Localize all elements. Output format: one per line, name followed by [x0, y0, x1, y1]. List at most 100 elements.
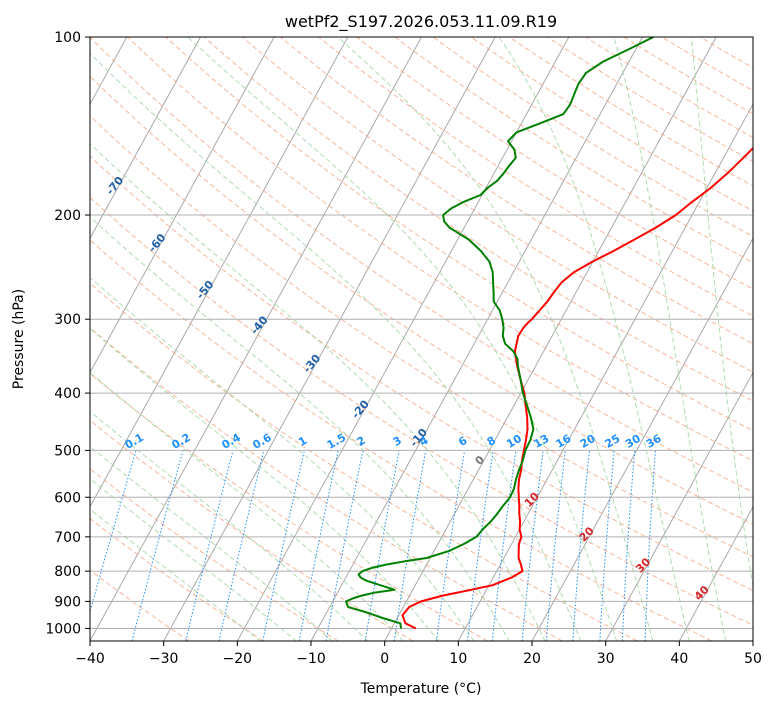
- isotherm-label: -80: [51, 135, 74, 159]
- mixing-ratio-line: [644, 450, 656, 641]
- mixing-ratio-line: [298, 450, 339, 641]
- mixing-ratio-line: [467, 450, 494, 641]
- moist-adiabat-line: [90, 216, 510, 641]
- mixing-ratio-line: [218, 450, 265, 641]
- mixing-ratio-line: [521, 450, 544, 641]
- y-tick-label: 400: [54, 386, 81, 402]
- y-tick-label: 600: [54, 490, 81, 506]
- x-tick-label: −20: [223, 651, 253, 667]
- x-tick-label: −30: [149, 651, 179, 667]
- x-tick-label: 0: [380, 651, 389, 667]
- moist-adiabat-line: [90, 445, 333, 641]
- moist-adiabat-line: [337, 37, 654, 641]
- isotherm-line: [457, 103, 753, 641]
- mixing-ratio-label: 13: [532, 432, 552, 451]
- isotherm-line: [90, 37, 275, 374]
- mixing-ratio-label: 10: [504, 432, 524, 451]
- moist-adiabat-line: [90, 508, 261, 641]
- isotherm-line: [678, 505, 753, 641]
- dry-adiabat-line: [318, 37, 753, 317]
- mixing-ratio-label: 1: [296, 434, 309, 449]
- x-tick-label: 30: [597, 651, 615, 667]
- mixing-ratio-label: 6: [456, 434, 469, 449]
- dry-adiabat-line: [90, 517, 264, 641]
- y-tick-label: 100: [54, 30, 81, 46]
- isotherm-line: [90, 37, 201, 240]
- moist-isotherm-label: 10: [522, 490, 542, 510]
- mixing-ratio-label: 0.2: [170, 431, 193, 452]
- mixing-ratio-line: [621, 450, 636, 641]
- isotherm-line: [752, 639, 753, 641]
- dry-adiabat-line: [280, 37, 753, 345]
- moist-adiabat-line: [90, 143, 546, 641]
- mixing-ratio-line: [393, 450, 427, 641]
- isotherm-label: -90: [2, 90, 25, 114]
- mixing-ratio-line: [90, 450, 137, 614]
- y-axis: 1000 900 800 700 600 500 400 300 200 100: [45, 30, 90, 637]
- x-tick-label: −40: [75, 651, 105, 667]
- mixing-ratio-label: 20: [578, 432, 598, 451]
- y-axis-label: Pressure (hPa): [11, 289, 27, 389]
- isotherm-line: [531, 237, 753, 641]
- dry-adiabat-line: [585, 37, 753, 139]
- dry-adiabat-line: [165, 37, 753, 432]
- dewpoint-profile-line: [345, 37, 654, 629]
- mixing-ratio-line: [491, 450, 517, 641]
- dry-adiabat-line: [203, 37, 753, 402]
- y-tick-label: 300: [54, 312, 81, 328]
- isotherm-line: [163, 37, 496, 641]
- moist-adiabat-line: [90, 478, 297, 641]
- mixing-ratio-label: 1.5: [325, 431, 348, 452]
- mixing-ratio-label: 0.4: [220, 431, 244, 452]
- pressure-gridlines: [90, 37, 753, 629]
- mixing-ratio-line: [131, 450, 184, 641]
- profile-series: [345, 37, 753, 630]
- x-tick-label: 20: [523, 651, 541, 667]
- dry-adiabat-line: [90, 327, 563, 641]
- moist-adiabat-line: [90, 371, 404, 641]
- mixing-ratio-label: 3: [391, 434, 404, 449]
- mixing-ratio-label: 0.6: [250, 431, 274, 452]
- moist-adiabat-line: [690, 37, 753, 591]
- dry-adiabat-line: [90, 115, 753, 558]
- mixing-ratio-label: 36: [644, 432, 664, 451]
- mixing-ratio-label: 30: [623, 432, 643, 451]
- dry-adiabat-line: [90, 419, 414, 641]
- dry-adiabat-line: [127, 37, 753, 462]
- x-tick-label: 50: [744, 651, 762, 667]
- x-tick-label: 10: [449, 651, 467, 667]
- x-axis-label: Temperature (°C): [360, 681, 482, 697]
- x-tick-label: −10: [296, 651, 326, 667]
- moist-isotherm-label: 40: [692, 583, 712, 603]
- dry-adiabat-line: [699, 37, 753, 69]
- mixing-ratio-line: [364, 450, 400, 641]
- dry-adiabat-line: [547, 37, 753, 163]
- y-tick-label: 1000: [45, 621, 81, 637]
- plot-frame: [89, 36, 754, 642]
- isotherm-line: [90, 37, 349, 508]
- dry-adiabat-line: [90, 155, 753, 592]
- moist-isotherm-label: 0: [473, 453, 488, 468]
- isotherm-line: [384, 37, 717, 641]
- y-tick-label: 200: [54, 208, 81, 224]
- x-tick-label: 40: [670, 651, 688, 667]
- moist-adiabat-line: [90, 52, 582, 641]
- mixing-ratio-line: [262, 450, 305, 641]
- mixing-ratio-label: 25: [603, 432, 623, 451]
- dry-adiabat-line: [394, 37, 753, 263]
- isotherm-line: [605, 371, 753, 641]
- dry-adiabat-line: [509, 37, 753, 187]
- dry-adiabat-line: [356, 37, 753, 290]
- moist-adiabat-line: [90, 276, 475, 641]
- mixing-ratio-line: [572, 450, 590, 641]
- dry-adiabat-line: [241, 37, 753, 373]
- moist-adiabat-line: [613, 37, 727, 641]
- mixing-ratio-line: [185, 450, 234, 641]
- y-tick-label: 500: [54, 443, 81, 459]
- mixing-ratio-line: [599, 450, 615, 641]
- background-lines: [90, 37, 753, 641]
- dry-adiabat-line: [90, 282, 638, 641]
- mixing-ratio-line: [325, 450, 364, 641]
- dry-adiabat-line: [432, 37, 753, 237]
